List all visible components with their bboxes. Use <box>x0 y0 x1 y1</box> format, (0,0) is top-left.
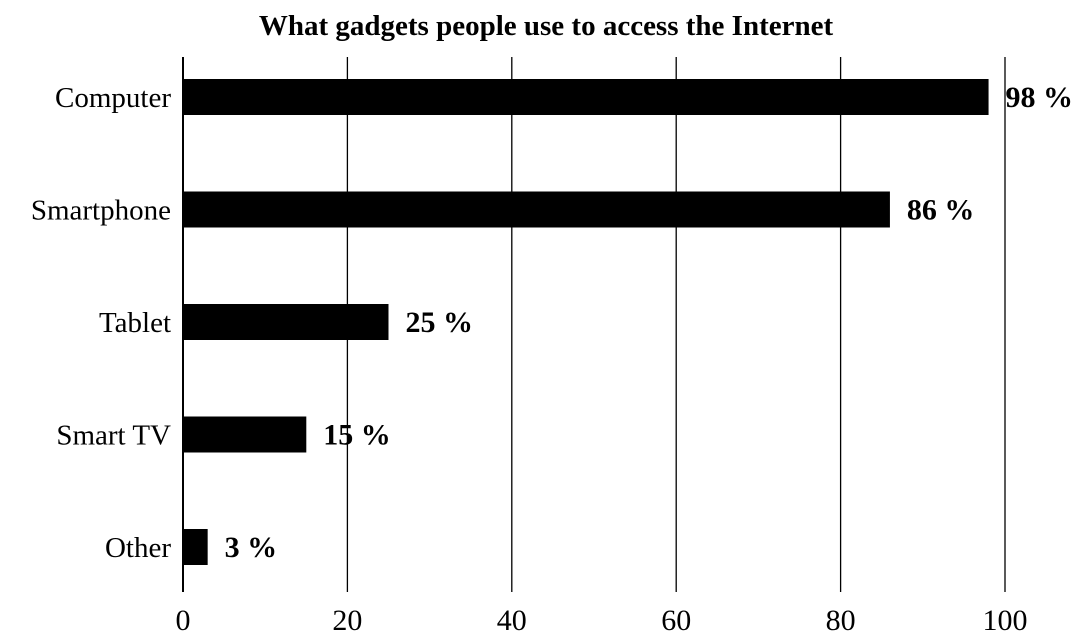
x-tick-label: 20 <box>332 604 362 636</box>
category-label: Tablet <box>99 307 171 339</box>
category-label: Other <box>105 532 171 564</box>
bar-smart-tv <box>183 416 307 453</box>
x-tick-label: 40 <box>497 604 527 636</box>
category-label: Computer <box>55 82 171 114</box>
x-tick-label: 80 <box>826 604 856 636</box>
bars <box>183 79 989 565</box>
data-label: 98 % <box>1006 81 1074 114</box>
bar-tablet <box>183 304 389 340</box>
x-tick-label: 0 <box>176 604 191 636</box>
data-label: 15 % <box>323 419 391 452</box>
labels: Computer 98 % Smartphone 86 % Tablet 25 % Smar… <box>31 81 1074 637</box>
bar-other <box>183 529 208 565</box>
category-label: Smartphone <box>31 195 171 227</box>
chart-title: What gadgets people use to access the In… <box>259 10 834 42</box>
data-label: 25 % <box>406 306 474 339</box>
bar-smartphone <box>183 191 890 228</box>
data-label: 3 % <box>225 531 278 564</box>
x-tick-label: 100 <box>983 604 1028 636</box>
x-tick-label: 60 <box>661 604 691 636</box>
data-label: 86 % <box>907 194 975 227</box>
gridlines <box>346 57 1006 592</box>
bar-computer <box>183 79 989 115</box>
category-label: Smart TV <box>56 420 171 452</box>
